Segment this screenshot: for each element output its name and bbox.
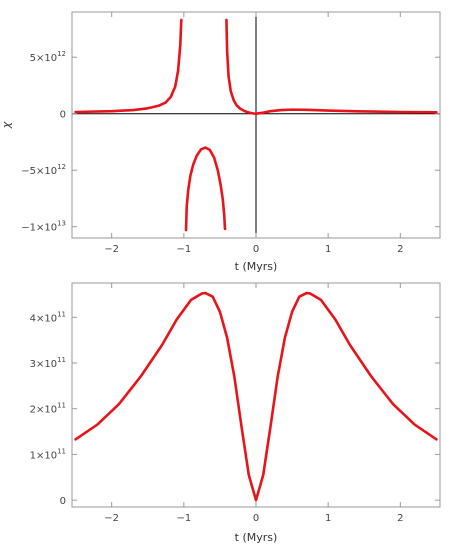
y-tick-times: ×10: [36, 53, 57, 64]
y-tick-times: ×10: [36, 313, 57, 324]
series-line: [225, 18, 258, 115]
y-tick-mantissa: 0: [60, 496, 66, 507]
x-tick-label: −2: [104, 513, 119, 524]
y-tick-label: 4×1011: [30, 310, 66, 324]
x-tick-label: −2: [104, 244, 119, 255]
y-axis-title: χ: [0, 121, 13, 129]
y-tick-label: 1×1011: [30, 447, 66, 461]
y-tick-mantissa: 1: [30, 450, 36, 461]
y-tick-times: ×10: [36, 405, 57, 416]
y-tick-exponent: 12: [57, 163, 66, 171]
series-line: [74, 18, 183, 114]
y-tick-mantissa: 4: [30, 313, 36, 324]
y-tick-mantissa: −1: [21, 223, 36, 234]
y-tick-mantissa: −5: [21, 166, 36, 177]
x-tick-label: 0: [253, 513, 259, 524]
x-tick-label: 1: [325, 513, 331, 524]
y-tick-times: ×10: [36, 223, 57, 234]
x-tick-label: −1: [176, 513, 191, 524]
x-axis-title: t (Myrs): [235, 531, 278, 544]
y-tick-times: ×10: [36, 359, 57, 370]
x-tick-label: 2: [397, 513, 403, 524]
series-line: [74, 291, 438, 502]
y-tick-label: 0: [60, 496, 66, 507]
y-tick-mantissa: 3: [30, 359, 36, 370]
x-axis-title: t (Myrs): [235, 260, 278, 273]
y-tick-exponent: 13: [57, 220, 66, 228]
y-tick-label: 5×1012: [30, 50, 66, 64]
y-tick-times: ×10: [36, 166, 57, 177]
y-tick-exponent: 11: [57, 356, 66, 364]
y-tick-mantissa: 5: [30, 53, 36, 64]
y-tick-mantissa: 0: [60, 110, 66, 121]
y-tick-label: 2×1011: [30, 402, 66, 416]
y-tick-label: 3×1011: [30, 356, 66, 370]
y-tick-exponent: 11: [57, 310, 66, 318]
series-line: [254, 108, 438, 115]
y-tick-label: −5×1012: [21, 163, 66, 177]
x-tick-label: 0: [253, 244, 259, 255]
y-tick-times: ×10: [36, 450, 57, 461]
series-line: [184, 146, 227, 232]
y-tick-exponent: 11: [57, 447, 66, 455]
x-tick-label: −1: [176, 244, 191, 255]
x-tick-label: 1: [325, 244, 331, 255]
y-tick-exponent: 12: [57, 50, 66, 58]
y-tick-label: 0: [60, 110, 66, 121]
y-tick-label: −1×1013: [21, 220, 66, 234]
x-tick-label: 2: [397, 244, 403, 255]
y-tick-exponent: 11: [57, 402, 66, 410]
y-tick-mantissa: 2: [30, 405, 36, 416]
